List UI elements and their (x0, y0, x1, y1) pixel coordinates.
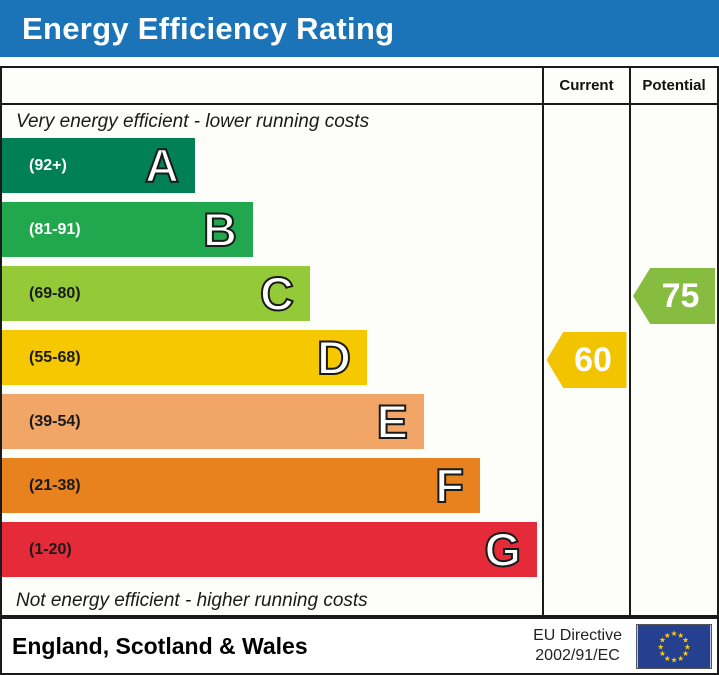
current-rating-value: 60 (574, 340, 612, 379)
caption-very-efficient: Very energy efficient - lower running co… (16, 110, 370, 132)
band-row-g: (1-20) G (2, 522, 542, 586)
band-row-f: (21-38) F (2, 458, 542, 522)
band-range-label: (69-80) (29, 284, 81, 302)
title-bar: Energy Efficiency Rating (0, 0, 719, 57)
band-letter: A (144, 139, 180, 192)
svg-text:★: ★ (682, 649, 689, 658)
svg-text:★: ★ (684, 642, 691, 651)
eu-directive-label: EU Directive 2002/91/EC (533, 626, 622, 666)
potential-rating-marker: 75 (633, 268, 715, 324)
eu-flag-icon: ★ ★ ★ ★ ★ ★ ★ ★ ★ ★ ★ ★ (636, 623, 712, 669)
svg-text:★: ★ (657, 642, 664, 651)
band-row-e: (39-54) E (2, 394, 542, 458)
column-header-potential: Potential (629, 68, 717, 103)
svg-text:★: ★ (677, 630, 684, 639)
svg-text:★: ★ (659, 635, 666, 644)
band-letter: D (316, 331, 352, 384)
band-range-label: (55-68) (29, 348, 81, 366)
caption-not-efficient: Not energy efficient - higher running co… (16, 589, 368, 611)
band-e: (39-54) E (2, 394, 424, 449)
current-rating-marker: 60 (546, 332, 627, 388)
band-letter: E (376, 395, 409, 448)
band-row-a: (92+) A (2, 138, 542, 202)
table-body: Very energy efficient - lower running co… (2, 105, 717, 615)
footer: England, Scotland & Wales EU Directive 2… (0, 617, 719, 675)
band-row-c: (69-80) C (2, 266, 542, 330)
band-range-label: (81-91) (29, 220, 81, 238)
table-header-row: Current Potential (2, 68, 717, 105)
eu-directive-line1: EU Directive (533, 627, 622, 644)
header-spacer (2, 68, 542, 103)
svg-text:★: ★ (664, 653, 671, 662)
band-g: (1-20) G (2, 522, 537, 577)
band-d: (55-68) D (2, 330, 367, 385)
svg-text:★: ★ (659, 649, 666, 658)
band-range-label: (1-20) (29, 540, 72, 558)
svg-text:★: ★ (671, 628, 678, 637)
band-row-d: (55-68) D (2, 330, 542, 394)
band-letter: G (483, 523, 522, 576)
band-b: (81-91) B (2, 202, 253, 257)
region-label: England, Scotland & Wales (12, 632, 308, 659)
svg-text:★: ★ (671, 655, 678, 664)
band-a: (92+) A (2, 138, 195, 193)
column-header-current: Current (542, 68, 629, 103)
svg-text:★: ★ (682, 635, 689, 644)
eu-directive-line2: 2002/91/EC (535, 647, 620, 664)
band-letter: B (202, 203, 238, 256)
band-letter: C (259, 267, 295, 320)
rating-table: Current Potential Very energy efficient … (0, 66, 719, 617)
band-range-label: (92+) (29, 156, 67, 174)
band-letter: F (434, 459, 465, 512)
svg-text:★: ★ (664, 630, 671, 639)
band-range-label: (39-54) (29, 412, 81, 430)
band-c: (69-80) C (2, 266, 310, 321)
band-range-label: (21-38) (29, 476, 81, 494)
potential-column: 75 (629, 105, 717, 615)
potential-rating-value: 75 (661, 276, 700, 315)
current-column: 60 (542, 105, 629, 615)
svg-text:★: ★ (677, 653, 684, 662)
bands-column: Very energy efficient - lower running co… (2, 105, 542, 615)
page-title: Energy Efficiency Rating (22, 10, 395, 46)
band-row-b: (81-91) B (2, 202, 542, 266)
band-f: (21-38) F (2, 458, 480, 513)
